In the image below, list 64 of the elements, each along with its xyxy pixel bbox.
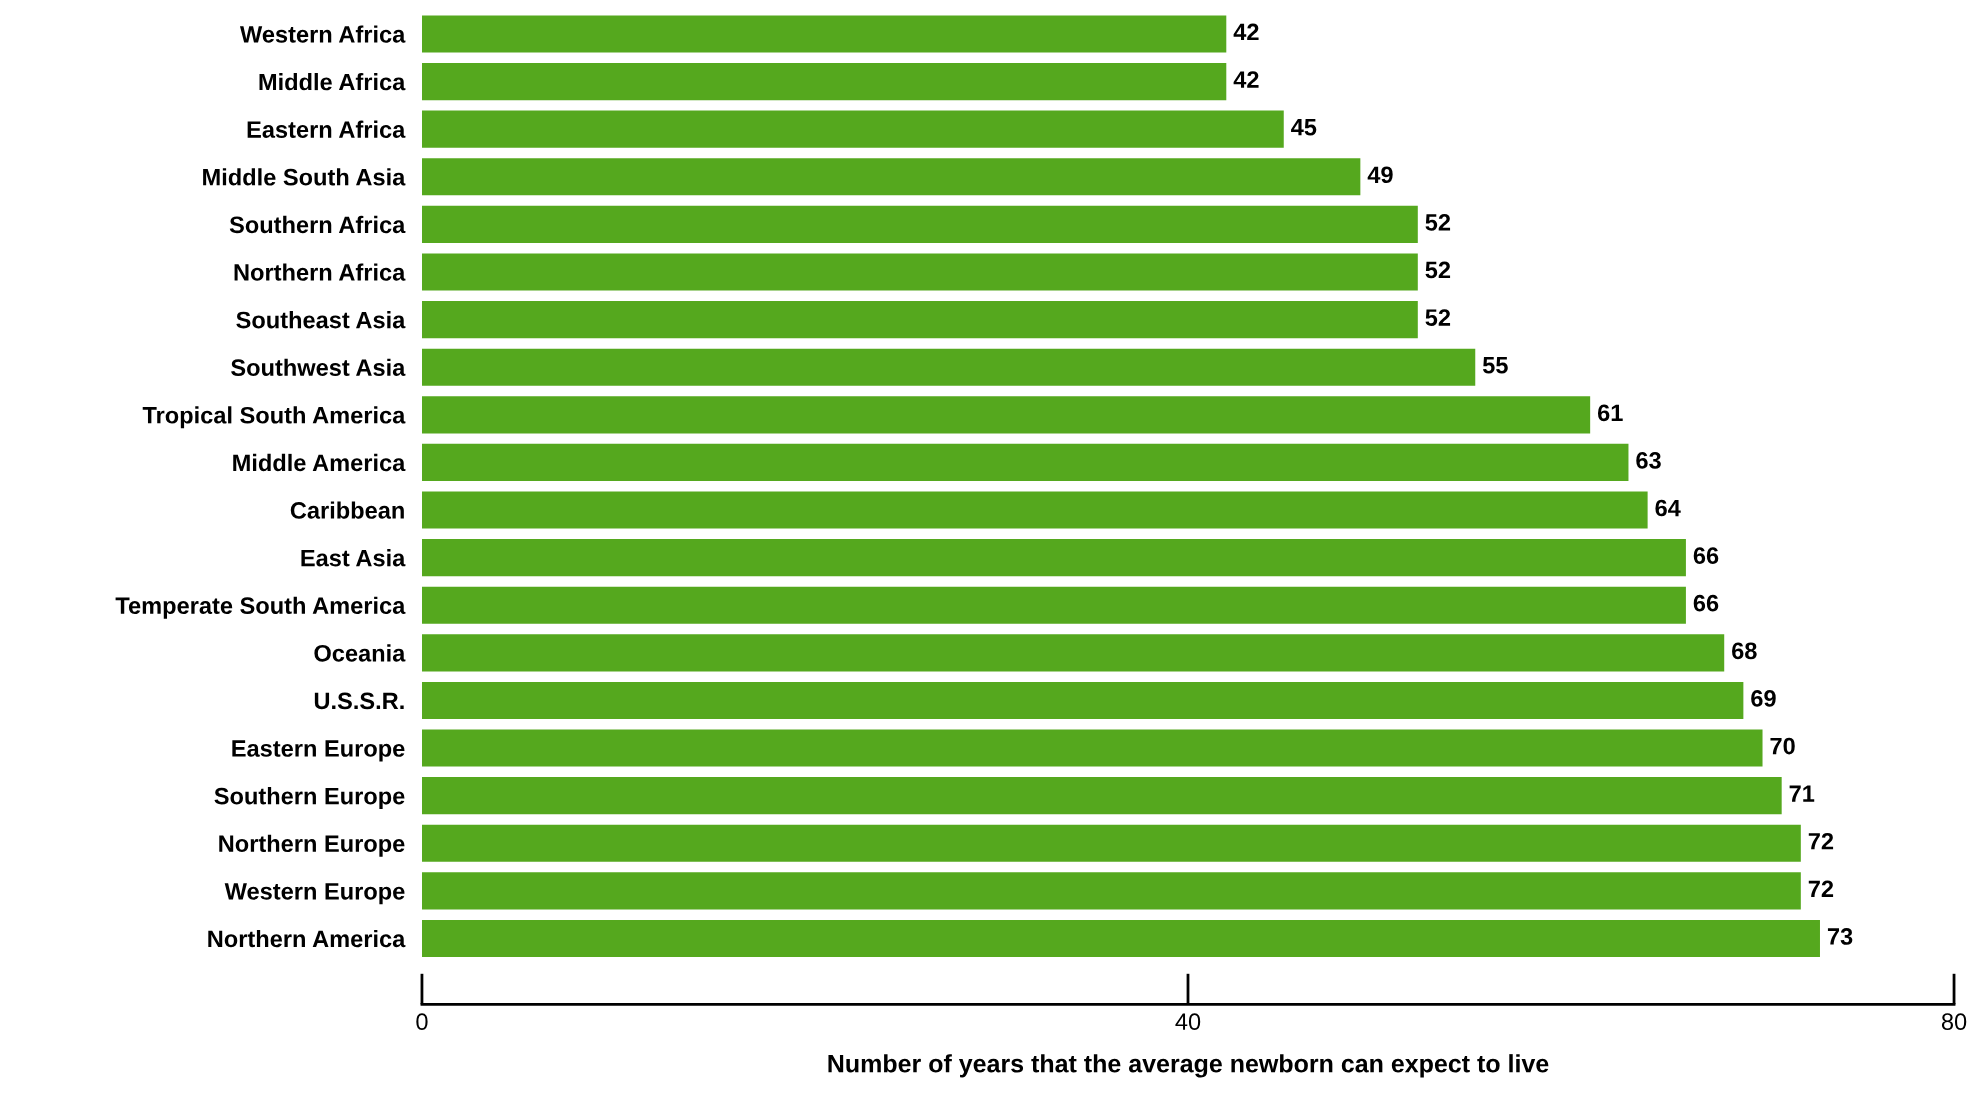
data-label: 61 — [1597, 404, 1623, 422]
bar — [421, 872, 1801, 910]
y-tick-label: Western Europe — [224, 883, 405, 905]
y-tick-label: Oceania — [314, 644, 406, 662]
data-label: 70 — [1770, 737, 1795, 755]
data-label: 52 — [1425, 214, 1451, 231]
data-label: 49 — [1367, 166, 1393, 184]
bar — [421, 443, 1629, 481]
bar — [421, 110, 1284, 148]
data-label: 73 — [1827, 928, 1853, 945]
y-tick-label: Tropical South America — [142, 406, 406, 429]
x-axis-title: Number of years that the average newborn can expect to live — [828, 1054, 1549, 1078]
data-label: 52 — [1425, 309, 1451, 326]
bar — [421, 63, 1227, 101]
bar — [421, 158, 1361, 196]
bar — [421, 681, 1744, 720]
y-tick-label: Middle South Asia — [203, 168, 406, 186]
data-label: 72 — [1808, 832, 1834, 850]
bar — [421, 729, 1763, 767]
y-tick-label: Western Africa — [239, 25, 406, 43]
y-tick-label: Northern Europe — [219, 834, 405, 857]
bar — [421, 253, 1418, 291]
x-tick-label: 80 — [1941, 1013, 1967, 1031]
y-tick-label: Temperate South America — [115, 596, 406, 619]
bar — [421, 824, 1801, 862]
y-tick-label: Southwest Asia — [231, 358, 406, 376]
bar — [421, 777, 1782, 815]
data-label: 52 — [1425, 261, 1451, 279]
y-tick-label: Northern Africa — [234, 263, 406, 281]
y-tick-label: Southern Europe — [214, 787, 405, 810]
bar — [421, 919, 1820, 958]
data-label: 66 — [1693, 594, 1719, 612]
y-tick-label: Caribbean — [290, 501, 404, 519]
bar — [421, 301, 1418, 339]
y-tick-label: Southern Africa — [229, 215, 406, 234]
data-label: 42 — [1233, 71, 1259, 88]
data-label: 69 — [1751, 690, 1776, 707]
y-tick-label: East Asia — [301, 549, 406, 567]
data-label: 64 — [1655, 499, 1681, 517]
data-label: 45 — [1291, 119, 1317, 136]
y-tick-label: Northern America — [208, 929, 406, 948]
bar — [421, 396, 1591, 434]
y-tick-label: U.S.S.R. — [314, 692, 404, 710]
bar — [421, 15, 1227, 53]
data-label: 66 — [1693, 547, 1719, 564]
y-tick-label: Middle Africa — [259, 73, 406, 91]
bar — [421, 348, 1476, 386]
bar — [421, 491, 1648, 529]
data-label: 42 — [1233, 23, 1259, 41]
data-label: 63 — [1636, 452, 1661, 469]
x-tick-label: 40 — [1175, 1013, 1201, 1031]
data-label: 71 — [1789, 785, 1815, 802]
y-tick-label: Eastern Europe — [232, 740, 405, 762]
x-tick-label: 0 — [416, 1013, 428, 1031]
y-tick-label: Middle America — [233, 453, 406, 472]
data-label: 55 — [1482, 357, 1508, 374]
bar — [421, 586, 1686, 624]
y-tick-label: Southeast Asia — [236, 311, 406, 329]
data-label: 72 — [1808, 880, 1834, 897]
bar — [421, 205, 1418, 243]
bar — [421, 634, 1725, 672]
data-label: 68 — [1732, 642, 1757, 660]
y-tick-label: Eastern Africa — [247, 120, 406, 138]
bar — [421, 539, 1686, 577]
